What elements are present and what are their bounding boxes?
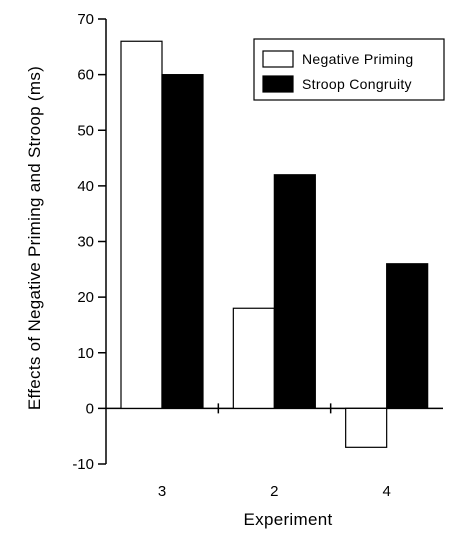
bar-stroop-congruity-4 (386, 263, 429, 409)
y-tick-label: -10 (72, 456, 94, 473)
bar-negative-priming-2 (232, 307, 275, 409)
bar-stroop-congruity-2 (273, 174, 316, 409)
y-tick-label: 20 (77, 289, 94, 306)
bar-negative-priming-4 (345, 407, 388, 448)
legend-label: Negative Priming (302, 51, 413, 67)
y-axis: -10 0 10 20 30 40 50 60 70 (72, 11, 107, 473)
bar-negative-priming-3 (120, 40, 163, 409)
x-axis-ticks: 3 2 4 (158, 403, 391, 500)
x-tick-label: 3 (158, 483, 166, 500)
y-axis-title: Effects of Negative Priming and Stroop (… (25, 66, 44, 410)
y-tick-label: 50 (77, 122, 94, 139)
y-tick-label: 30 (77, 234, 94, 251)
x-axis-title: Experiment (244, 510, 333, 529)
y-tick-label: 70 (77, 11, 94, 28)
bar-stroop-congruity-3 (161, 74, 204, 409)
legend-swatch (262, 50, 294, 68)
legend-swatch (262, 75, 294, 93)
legend: Negative Priming Stroop Congruity (253, 38, 445, 101)
y-tick-label: 10 (77, 345, 94, 362)
x-tick-label: 4 (382, 483, 390, 500)
bars (120, 40, 429, 448)
y-tick-label: 40 (77, 178, 94, 195)
legend-label: Stroop Congruity (302, 76, 412, 92)
x-tick-label: 2 (270, 483, 278, 500)
y-tick-label: 60 (77, 67, 94, 84)
y-tick-label: 0 (86, 400, 94, 417)
